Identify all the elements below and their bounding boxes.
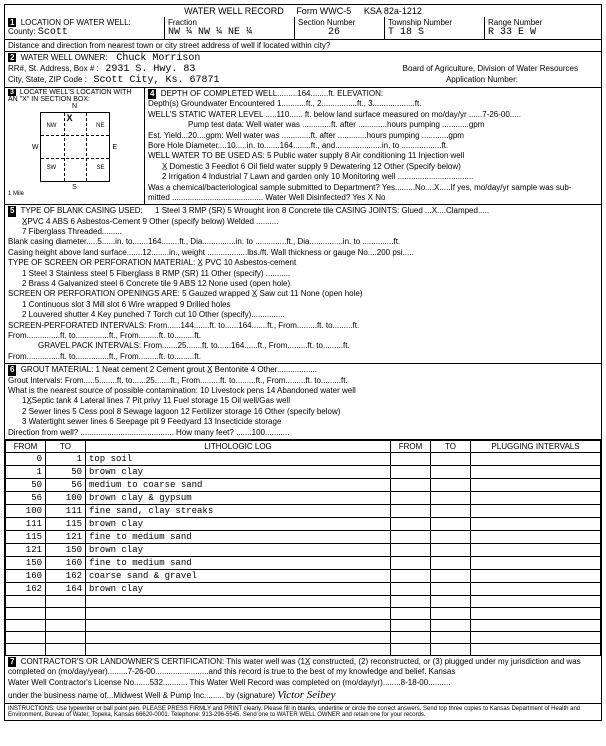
township-label: Township Number bbox=[388, 18, 452, 27]
sec5-r14: GRAVEL PACK INTERVALS: From.......25....… bbox=[38, 341, 350, 350]
sec5-r12: SCREEN-PERFORATED INTERVALS: From......1… bbox=[8, 321, 359, 330]
sec1-label: LOCATION OF WATER WELL: bbox=[21, 18, 131, 27]
section-7-num: 7 bbox=[8, 657, 16, 667]
log-h-to: TO bbox=[46, 440, 86, 452]
sec6-l5: 3 Watertight sewer lines 6 Seepage pit 9… bbox=[22, 417, 281, 426]
sec6-l6: Direction from well? ...................… bbox=[8, 428, 289, 437]
sec4-l1: Depth(s) Groundwater Encountered 1......… bbox=[148, 99, 421, 108]
section-2-num: 2 bbox=[8, 53, 16, 62]
sec5-r15: From...............ft. to...............… bbox=[8, 352, 201, 361]
distance-label: Distance and direction from nearest town… bbox=[8, 41, 330, 50]
city-value: Scott City, Ks. 67871 bbox=[94, 75, 220, 86]
lithologic-log-table: FROM TO LITHOLOGIC LOG FROM TO PLUGGING … bbox=[5, 440, 601, 656]
log-row: 01top soil bbox=[6, 452, 601, 465]
footer-instructions: INSTRUCTIONS: Use typewriter or ball poi… bbox=[5, 704, 601, 720]
log-row: 150160fine to medium sand bbox=[6, 556, 601, 569]
signature: Victor Seibey bbox=[277, 689, 335, 701]
appno-label: Application Number: bbox=[446, 75, 518, 84]
form-ksa: KSA 82a-1212 bbox=[364, 6, 422, 16]
log-h-from2: FROM bbox=[391, 440, 431, 452]
owner-value: Chuck Morrison bbox=[116, 53, 200, 64]
log-h-lith: LITHOLOGIC LOG bbox=[86, 440, 391, 452]
sec7-t1: CONTRACTOR'S OR LANDOWNER'S CERTIFICATIO… bbox=[21, 657, 581, 666]
sec5-r2: X̲PVC 4 ABS 6 Asbestos-Cement 9 Other (s… bbox=[22, 217, 278, 226]
sec7-t2: completed on (mo/day/year).........7-26-… bbox=[8, 667, 455, 676]
sec6-l4: 2 Sewer lines 5 Cess pool 8 Sewage lagoo… bbox=[22, 407, 340, 416]
addr-value: 2931 S. Hwy. 83 bbox=[105, 64, 195, 75]
section-5-num: 5 bbox=[8, 206, 16, 216]
sec4-l2: WELL'S STATIC WATER LEVEL .....110......… bbox=[148, 110, 521, 119]
fraction-label: Fraction bbox=[168, 18, 197, 27]
addr-label: RR#, St. Address, Box # : bbox=[8, 64, 99, 73]
sec5-r10: 1 Continuous slot 3 Mill slot 6 Wire wra… bbox=[22, 300, 231, 309]
section-3-num: 3 bbox=[8, 89, 16, 96]
log-row bbox=[6, 595, 601, 607]
section-6-num: 6 bbox=[8, 365, 16, 375]
sec6-l2: What is the nearest source of possible c… bbox=[8, 386, 356, 395]
sec5-label: TYPE OF BLANK CASING USED: bbox=[21, 206, 143, 215]
sec5-r3: 7 Fiberglass Threaded......... bbox=[22, 227, 122, 236]
fraction-value: NW ¼ NW ¼ NE ¼ bbox=[168, 27, 252, 38]
sec5-r9: SCREEN OR PERFORATION OPENINGS ARE: 5 Ga… bbox=[8, 289, 363, 298]
sec5-r8: 2 Brass 4 Galvanized steel 6 Concrete ti… bbox=[22, 279, 290, 288]
log-row bbox=[6, 619, 601, 631]
sec4-l5: Bore Hole Diameter....10.....in. to.....… bbox=[148, 141, 448, 150]
sec4-l10: mitted .................................… bbox=[148, 193, 385, 202]
log-row: 100111fine sand, clay streaks bbox=[6, 504, 601, 517]
sec2-label: WATER WELL OWNER: bbox=[21, 53, 108, 62]
board-label: Board of Agriculture, Division of Water … bbox=[403, 64, 578, 73]
section-box-diagram: NW NE SW SE X bbox=[40, 112, 110, 182]
range-label: Range Number bbox=[488, 18, 542, 27]
log-row: 121150brown clay bbox=[6, 543, 601, 556]
range-value: R 33 E W bbox=[488, 27, 536, 38]
sec6-l3: 1X̲Septic tank 4 Lateral lines 7 Pit pri… bbox=[22, 396, 290, 405]
sec4-l4: Est. Yield...20....gpm: Well water was .… bbox=[148, 131, 464, 140]
sec6-l1: Grout Intervals: From.....5........ft. t… bbox=[8, 376, 348, 385]
sec4-l8: 2 Irrigation 4 Industrial 7 Lawn and gar… bbox=[162, 172, 473, 181]
form-number: Form WWC-5 bbox=[296, 6, 351, 16]
sec7-t4: under the business name of...Midwest Wel… bbox=[8, 691, 275, 700]
sec5-r1: 1 Steel 3 RMP (SR) 5 Wrought iron 8 Conc… bbox=[155, 206, 489, 215]
sec3-label: LOCATE WELL'S LOCATION WITH AN "X" IN SE… bbox=[8, 89, 131, 103]
sec7-t3: Water Well Contractor's License No......… bbox=[8, 678, 450, 687]
sec5-r11: 2 Louvered shutter 4 Key punched 7 Torch… bbox=[22, 310, 285, 319]
section-4-num: 4 bbox=[148, 89, 156, 99]
log-row: 115121fine to medium sand bbox=[6, 530, 601, 543]
log-row: 150brown clay bbox=[6, 465, 601, 478]
city-label: City, State, ZIP Code : bbox=[8, 75, 87, 84]
log-row bbox=[6, 631, 601, 643]
form-title: WATER WELL RECORD bbox=[184, 6, 284, 16]
log-h-from: FROM bbox=[6, 440, 46, 452]
township-value: T 18 S bbox=[388, 27, 424, 38]
sec5-r5: Casing height above land surface.......1… bbox=[8, 248, 414, 257]
log-h-plug: PLUGGING INTERVALS bbox=[471, 440, 601, 452]
county-label: County: bbox=[8, 27, 36, 36]
section-label: Section Number bbox=[298, 18, 355, 27]
log-h-to2: TO bbox=[431, 440, 471, 452]
sec4-label: DEPTH OF COMPLETED WELL.........164.....… bbox=[161, 89, 383, 98]
sec5-r13: From...............ft. to...............… bbox=[8, 331, 201, 340]
county-value: Scott bbox=[38, 27, 68, 38]
log-row: 160162coarse sand & gravel bbox=[6, 569, 601, 582]
log-row bbox=[6, 607, 601, 619]
section-1-num: 1 bbox=[8, 18, 16, 27]
section-value: 26 bbox=[328, 27, 340, 38]
sec4-l9: Was a chemical/bacteriological sample su… bbox=[148, 183, 571, 192]
sec5-r6: TYPE OF SCREEN OR PERFORATION MATERIAL: … bbox=[8, 258, 296, 267]
sec5-r4: Blank casing diameter.....5......in. to.… bbox=[8, 237, 400, 246]
sec5-r7: 1 Steel 3 Stainless steel 5 Fiberglass 8… bbox=[22, 269, 290, 278]
log-row: 162164brown clay bbox=[6, 582, 601, 595]
log-row: 5056medium to coarse sand bbox=[6, 478, 601, 491]
log-row: 111115brown clay bbox=[6, 517, 601, 530]
sec6-label: GROUT MATERIAL: 1 Neat cement 2 Cement g… bbox=[21, 365, 317, 374]
log-row: 56100brown clay & gypsum bbox=[6, 491, 601, 504]
log-row bbox=[6, 643, 601, 655]
sec4-l3: Pump test data: Well water was .........… bbox=[188, 120, 484, 129]
sec4-l7: X̲ Domestic 3 Feedlot 6 Oil field water … bbox=[162, 162, 461, 171]
sec4-l6: WELL WATER TO BE USED AS: 5 Public water… bbox=[148, 151, 464, 160]
